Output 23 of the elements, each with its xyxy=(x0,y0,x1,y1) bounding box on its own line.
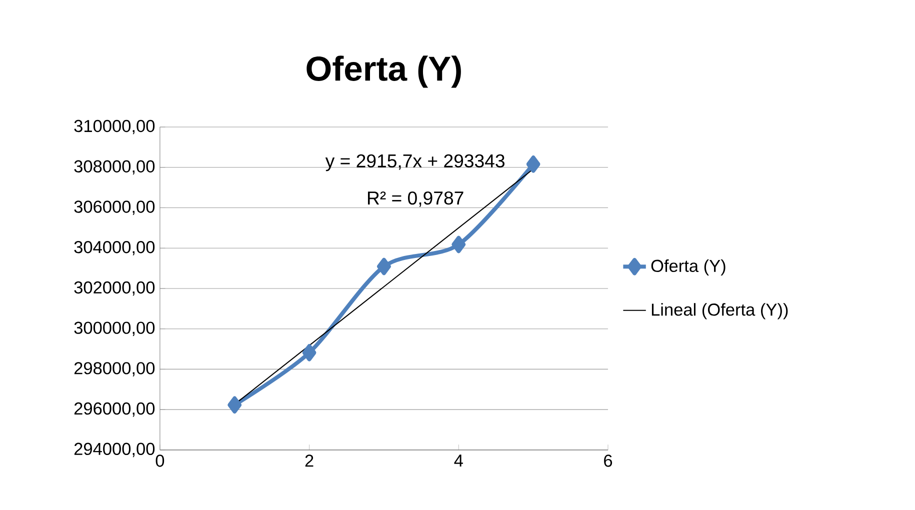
x-tick-label: 4 xyxy=(454,454,463,466)
point xyxy=(452,236,466,254)
x-tick-label: 0 xyxy=(156,454,164,467)
point xyxy=(526,156,540,173)
annotation: R² = 0,9787 xyxy=(368,191,464,207)
point xyxy=(302,344,316,362)
y-tick-label: 308000,00 xyxy=(74,160,155,175)
chart-title: Oferta (Y) xyxy=(306,56,461,88)
y-tick-label: 298000,00 xyxy=(74,362,155,376)
y-tick-label: 294000,00 xyxy=(74,442,155,458)
annotation: y = 2915,7x + 293343 xyxy=(325,154,504,172)
y-tick-label: 300000,00 xyxy=(74,322,155,336)
y-tick-label: 306000,00 xyxy=(74,200,155,215)
point xyxy=(376,258,391,276)
legend-label: Oferta (Y) xyxy=(651,259,726,276)
point xyxy=(228,396,242,414)
y-tick-label: 302000,00 xyxy=(74,281,155,296)
y-tick-label: 304000,00 xyxy=(74,240,155,256)
y-tick-label: 296000,00 xyxy=(74,402,155,417)
x-tick-label: 2 xyxy=(305,454,314,467)
x-tick-label: 6 xyxy=(604,454,612,467)
legend-label: Lineal (Oferta (Y)) xyxy=(652,303,788,320)
y-tick-label: 310000,00 xyxy=(74,120,155,134)
